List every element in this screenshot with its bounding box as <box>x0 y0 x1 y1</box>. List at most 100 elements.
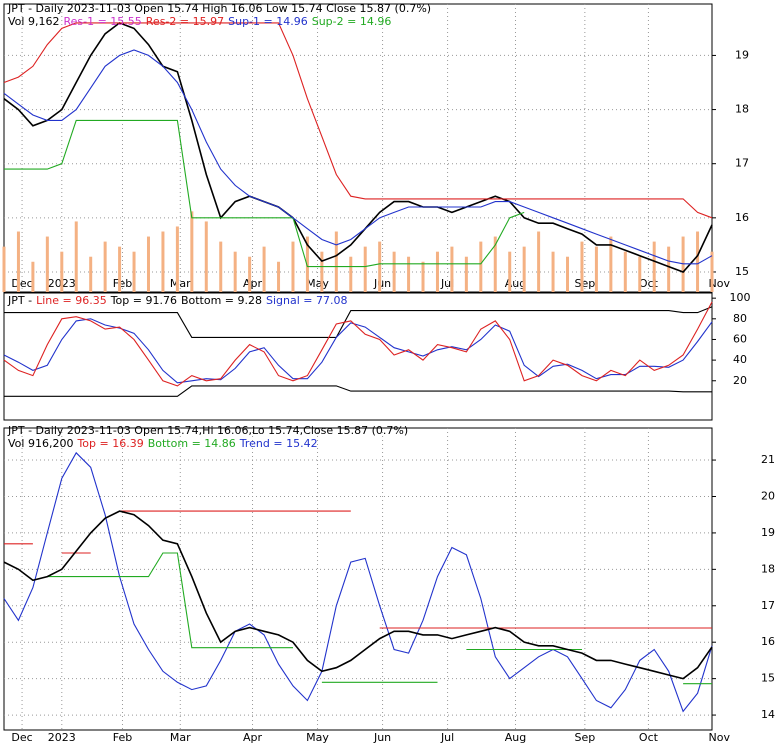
x-tick-label: Sep <box>574 731 595 744</box>
panel-title: JPT - Daily 2023-11-03 Open 15.74 High 1… <box>8 2 432 15</box>
panel-frame <box>3 3 713 293</box>
x-tick-label: Feb <box>113 731 132 744</box>
y-tick-label: 80 <box>733 312 747 325</box>
volume-bar <box>551 251 555 292</box>
legend-entry: Signal = 77.08 <box>266 294 348 307</box>
y-tick-label: 14 <box>761 708 775 721</box>
x-tick-label: Jun <box>373 731 391 744</box>
series-line <box>4 119 525 268</box>
volume-bar <box>16 231 20 292</box>
x-tick-label: Feb <box>113 277 132 290</box>
y-tick-label: 18 <box>761 562 775 575</box>
legend-entry: Line = 96.35 <box>36 294 107 307</box>
y-tick-label: 19 <box>761 526 775 539</box>
y-tick-label: 21 <box>761 453 775 466</box>
series-line <box>3 49 713 265</box>
legend-entry: JPT - <box>8 294 33 307</box>
x-tick-label: May <box>306 731 329 744</box>
volume-bar <box>464 256 468 292</box>
y-tick-label: 17 <box>735 157 749 170</box>
volume-bar <box>132 251 136 292</box>
volume-bar <box>537 231 541 292</box>
volume-bar <box>421 261 425 292</box>
x-tick-label: Jul <box>440 731 454 744</box>
series-line <box>4 306 713 338</box>
volume-bar <box>407 256 411 292</box>
series-line <box>3 22 713 219</box>
x-tick-label: Aug <box>505 731 526 744</box>
volume-bar <box>31 261 35 292</box>
volume-bar <box>291 241 295 292</box>
volume-bar <box>103 241 107 292</box>
x-tick-label: Apr <box>243 731 263 744</box>
legend-entry: Sup-1 = 14.96 <box>228 15 308 28</box>
legend-entry: Sup-2 = 14.96 <box>311 15 392 28</box>
y-tick-label: 19 <box>735 48 749 61</box>
y-tick-label: 20 <box>761 489 775 502</box>
y-tick-label: 15 <box>735 265 749 278</box>
x-tick-label: Mar <box>170 277 191 290</box>
volume-bar <box>609 236 613 292</box>
volume-bar <box>493 236 497 292</box>
y-tick-label: 100 <box>730 291 751 304</box>
panel-header: JPT - Daily 2023-11-03 Open 15.74,Hi 16.… <box>8 424 408 450</box>
series-line <box>3 451 713 713</box>
y-tick-label: 15 <box>761 672 775 685</box>
volume-bar <box>248 256 252 292</box>
y-tick-label: 16 <box>761 635 775 648</box>
volume-bar <box>305 236 309 292</box>
x-tick-label: Dec <box>11 277 32 290</box>
legend-entry: Bottom = 14.86 <box>147 437 236 450</box>
volume-bar <box>508 251 512 292</box>
volume-bar <box>710 251 714 292</box>
volume-bar <box>277 261 281 292</box>
volume-bar <box>594 246 598 292</box>
panel-frame <box>3 427 713 731</box>
legend: Vol 916,200 Top = 16.39 Bottom = 14.86 Tren… <box>8 437 408 450</box>
volume-bar <box>363 246 367 292</box>
volume-bar <box>580 241 584 292</box>
volume-bar <box>638 256 642 292</box>
y-tick-label: 20 <box>733 374 747 387</box>
y-tick-label: 17 <box>761 599 775 612</box>
volume-bar <box>623 251 627 292</box>
legend-entry: Top = 16.39 <box>77 437 144 450</box>
volume-bar <box>522 246 526 292</box>
y-tick-label: 16 <box>735 211 749 224</box>
volume-bar <box>45 236 49 292</box>
volume-bar <box>219 241 223 292</box>
legend-entry: Bottom = 9.28 <box>180 294 263 307</box>
x-tick-label: Sep <box>574 277 595 290</box>
volume-bar <box>146 236 150 292</box>
panel-header: JPT - Line = 96.35 Top = 91.76 Bottom = 9.2… <box>8 294 352 307</box>
x-tick-label: May <box>306 277 329 290</box>
volume-bar <box>89 256 93 292</box>
volume-bar <box>349 256 353 292</box>
volume-bar <box>392 251 396 292</box>
volume-bar <box>118 246 122 292</box>
x-tick-label: 2023 <box>48 731 76 744</box>
legend: JPT - Line = 96.35 Top = 91.76 Bottom = 9.2… <box>8 294 352 307</box>
volume-bar <box>190 211 194 292</box>
volume-bar <box>60 251 64 292</box>
volume-bar <box>696 231 700 292</box>
legend-entry: Trend = 15.42 <box>239 437 318 450</box>
volume-bar <box>435 251 439 292</box>
volume-bar <box>450 246 454 292</box>
x-tick-label: Nov <box>708 277 730 290</box>
x-tick-label: Jun <box>373 277 391 290</box>
panel-header: JPT - Daily 2023-11-03 Open 15.74 High 1… <box>8 2 431 28</box>
legend-entry: Vol 916,200 <box>8 437 74 450</box>
series-line <box>4 385 712 397</box>
x-tick-label: Apr <box>243 277 263 290</box>
series-line <box>3 301 713 387</box>
volume-bar <box>175 226 179 292</box>
x-tick-label: Oct <box>639 731 659 744</box>
volume-bar <box>378 241 382 292</box>
panel-title: JPT - Daily 2023-11-03 Open 15.74,Hi 16.… <box>8 424 409 437</box>
volume-bar <box>566 256 570 292</box>
volume-bar <box>479 241 483 292</box>
y-tick-label: 60 <box>733 332 747 345</box>
y-tick-label: 18 <box>735 103 749 116</box>
